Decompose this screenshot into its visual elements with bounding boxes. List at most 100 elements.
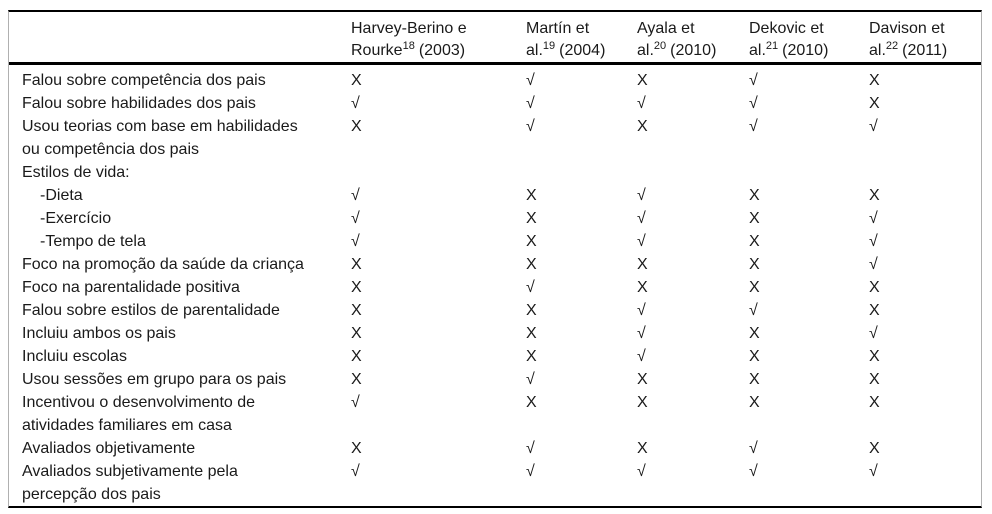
mark-cell: √ xyxy=(749,118,758,135)
mark-cell: X xyxy=(526,233,537,250)
mark-cell: √ xyxy=(351,463,360,480)
mark-cell: X xyxy=(869,394,880,411)
mark-cell: X xyxy=(526,325,537,342)
reference-superscript: 19 xyxy=(542,40,556,52)
mark-cell: X xyxy=(526,302,537,319)
mark-cell: X xyxy=(351,72,362,89)
table-row: Incluiu escolas X X √ X X xyxy=(9,345,981,368)
table-row: -Exercício √ X √ X √ xyxy=(9,207,981,230)
row-label: Falou sobre habilidades dos pais xyxy=(22,95,256,112)
mark-cell: √ xyxy=(637,187,646,204)
row-label: Falou sobre estilos de parentalidade xyxy=(22,302,280,319)
reference-superscript: 18 xyxy=(402,40,415,52)
column-header-dekovic: Dekovic et al.21 (2010) xyxy=(749,12,869,65)
mark-cell: X xyxy=(526,394,537,411)
row-label: -Exercício xyxy=(40,210,112,227)
row-label: Usou sessões em grupo para os pais xyxy=(22,371,287,388)
column-header-ayala: Ayala et al.20 (2010) xyxy=(637,12,749,65)
mark-cell: X xyxy=(869,371,880,388)
row-label-header-empty xyxy=(9,12,351,65)
comparison-table: Harvey-Berino e Rourke18 (2003) Martín et… xyxy=(8,10,982,508)
mark-cell: X xyxy=(869,302,880,319)
column-header-davison: Davison et al.22 (2011) xyxy=(869,12,981,65)
study-name: Rourke xyxy=(351,42,403,59)
mark-cell: √ xyxy=(637,325,646,342)
mark-cell: √ xyxy=(637,348,646,365)
study-name: al. xyxy=(749,42,766,59)
row-label: Estilos de vida: xyxy=(22,164,130,181)
table-row: Foco na parentalidade positiva X √ X X X xyxy=(9,276,981,299)
table-row: Incluiu ambos os pais X X √ X √ xyxy=(9,322,981,345)
mark-cell: √ xyxy=(351,233,360,250)
mark-cell: √ xyxy=(637,463,646,480)
mark-cell: √ xyxy=(351,95,360,112)
table-row: Falou sobre competência dos pais X √ X √… xyxy=(9,65,981,92)
mark-cell: X xyxy=(526,210,537,227)
mark-cell: √ xyxy=(526,371,535,388)
mark-cell: √ xyxy=(526,279,535,296)
mark-cell: X xyxy=(637,256,648,273)
row-label: Incluiu ambos os pais xyxy=(22,325,176,342)
mark-cell: √ xyxy=(351,394,360,411)
table-row: Avaliados objetivamente X √ X √ X xyxy=(9,437,981,460)
study-name-line2: al.22 (2011) xyxy=(869,40,981,62)
table-row: -Tempo de tela √ X √ X √ xyxy=(9,230,981,253)
mark-cell: X xyxy=(749,394,760,411)
study-year: (2011) xyxy=(902,42,948,59)
table-row: Foco na promoção da saúde da criança X X… xyxy=(9,253,981,276)
mark-cell: √ xyxy=(749,72,758,89)
reference-superscript: 22 xyxy=(885,40,899,52)
mark-cell: √ xyxy=(869,325,878,342)
mark-cell: X xyxy=(749,210,760,227)
study-name-line2: Rourke18 (2003) xyxy=(351,40,526,62)
mark-cell: X xyxy=(637,440,648,457)
study-name-line1: Davison et xyxy=(869,20,945,37)
mark-cell: X xyxy=(749,187,760,204)
study-name-line1: Dekovic et xyxy=(749,20,824,37)
mark-cell: √ xyxy=(869,210,878,227)
mark-cell: √ xyxy=(637,302,646,319)
row-label: -Tempo de tela xyxy=(40,233,146,250)
mark-cell: X xyxy=(351,348,362,365)
mark-cell: X xyxy=(637,118,648,135)
mark-cell: X xyxy=(351,440,362,457)
table-row: Usou teorias com base em habilidades ou … xyxy=(9,115,981,161)
study-name: al. xyxy=(869,42,886,59)
study-year: (2004) xyxy=(559,42,606,59)
study-name-line2: al.21 (2010) xyxy=(749,40,869,62)
mark-cell xyxy=(637,161,749,184)
row-label: Falou sobre competência dos pais xyxy=(22,72,266,89)
mark-cell: √ xyxy=(749,440,758,457)
table-row: -Dieta √ X √ X X xyxy=(9,184,981,207)
mark-cell xyxy=(351,161,526,184)
mark-cell: X xyxy=(749,348,760,365)
row-label: Incentivou o desenvolvimento de atividad… xyxy=(22,394,256,434)
study-name-line2: al.19 (2004) xyxy=(526,40,637,62)
mark-cell: X xyxy=(526,187,537,204)
study-comparison-table: Harvey-Berino e Rourke18 (2003) Martín et… xyxy=(9,12,981,506)
study-name-line1: Martín et xyxy=(526,20,590,37)
mark-cell: X xyxy=(749,233,760,250)
mark-cell: X xyxy=(351,302,362,319)
study-name: al. xyxy=(526,42,543,59)
mark-cell: √ xyxy=(869,118,878,135)
mark-cell xyxy=(526,161,637,184)
table-row: Incentivou o desenvolvimento de atividad… xyxy=(9,391,981,437)
mark-cell: X xyxy=(526,256,537,273)
mark-cell: X xyxy=(749,256,760,273)
column-header-harvey-berino-rourke: Harvey-Berino e Rourke18 (2003) xyxy=(351,12,526,65)
mark-cell: √ xyxy=(749,302,758,319)
mark-cell: X xyxy=(869,95,880,112)
header-row: Harvey-Berino e Rourke18 (2003) Martín et… xyxy=(9,12,981,65)
mark-cell: X xyxy=(637,394,648,411)
mark-cell: X xyxy=(351,118,362,135)
mark-cell: X xyxy=(351,325,362,342)
mark-cell: √ xyxy=(526,95,535,112)
mark-cell: √ xyxy=(869,256,878,273)
study-name-line2: al.20 (2010) xyxy=(637,40,749,62)
row-label: Foco na promoção da saúde da criança xyxy=(22,256,304,273)
mark-cell: √ xyxy=(637,233,646,250)
mark-cell: X xyxy=(869,279,880,296)
reference-superscript: 20 xyxy=(653,40,667,52)
